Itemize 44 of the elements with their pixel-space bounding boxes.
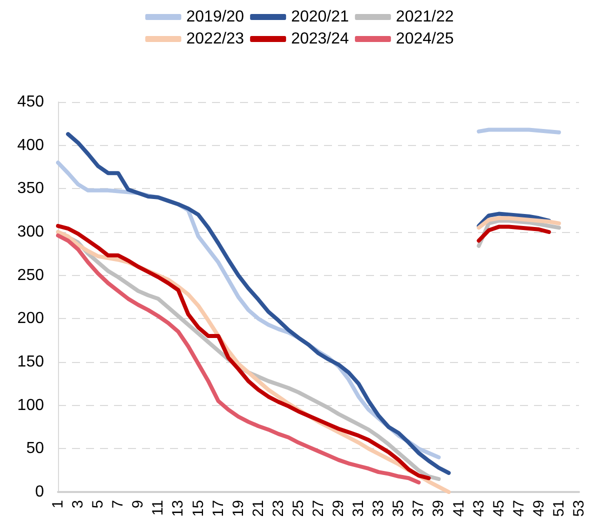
x-tick-label: 33 xyxy=(370,500,388,517)
x-tick-label: 3 xyxy=(70,500,87,508)
legend-label: 2022/23 xyxy=(186,30,244,48)
legend-label: 2020/21 xyxy=(291,8,350,26)
line-series xyxy=(56,233,421,484)
legend-label: 2024/25 xyxy=(396,30,454,48)
x-tick-label: 23 xyxy=(270,500,287,517)
x-tick-label: 21 xyxy=(250,500,267,517)
x-tick-label: 9 xyxy=(130,500,147,508)
x-tick-label: 1 xyxy=(50,500,66,508)
x-tick-label: 41 xyxy=(450,500,468,517)
x-tick-label: 51 xyxy=(550,500,568,517)
x-tick-label: 25 xyxy=(290,500,307,517)
x-tick-label: 35 xyxy=(390,500,408,517)
x-tick-label: 15 xyxy=(190,500,207,517)
x-tick-label: 17 xyxy=(210,500,227,517)
x-tick-label: 5 xyxy=(90,500,107,508)
y-tick-label: 400 xyxy=(17,136,44,154)
x-tick-label: 19 xyxy=(230,500,247,517)
x-tick-label: 7 xyxy=(110,500,127,508)
x-tick-label: 13 xyxy=(170,500,187,517)
x-tick-label: 45 xyxy=(490,500,508,517)
y-tick-label: 100 xyxy=(17,396,44,414)
legend-label: 2023/24 xyxy=(291,30,350,48)
x-tick-label: 29 xyxy=(330,500,348,517)
x-tick-label: 53 xyxy=(570,500,588,517)
y-tick-label: 350 xyxy=(17,180,44,198)
x-tick-label: 37 xyxy=(410,500,428,517)
x-tick-label: 43 xyxy=(470,500,488,517)
y-tick-label: 200 xyxy=(17,310,44,328)
x-tick-label: 27 xyxy=(310,500,327,517)
x-tick-label: 49 xyxy=(530,500,548,517)
x-tick-label: 31 xyxy=(350,500,368,517)
y-tick-label: 450 xyxy=(17,94,44,110)
x-tick-label: 11 xyxy=(150,500,167,516)
x-tick-label: 47 xyxy=(510,500,528,517)
y-tick-label: 300 xyxy=(17,224,44,240)
legend-label: 2021/22 xyxy=(396,8,454,26)
y-tick-label: 150 xyxy=(17,354,44,370)
x-tick-label: 39 xyxy=(430,500,448,517)
y-tick-label: 50 xyxy=(26,440,44,458)
y-tick-label: 0 xyxy=(35,484,44,500)
legend-label: 2019/20 xyxy=(186,8,244,26)
y-tick-label: 250 xyxy=(17,266,44,284)
